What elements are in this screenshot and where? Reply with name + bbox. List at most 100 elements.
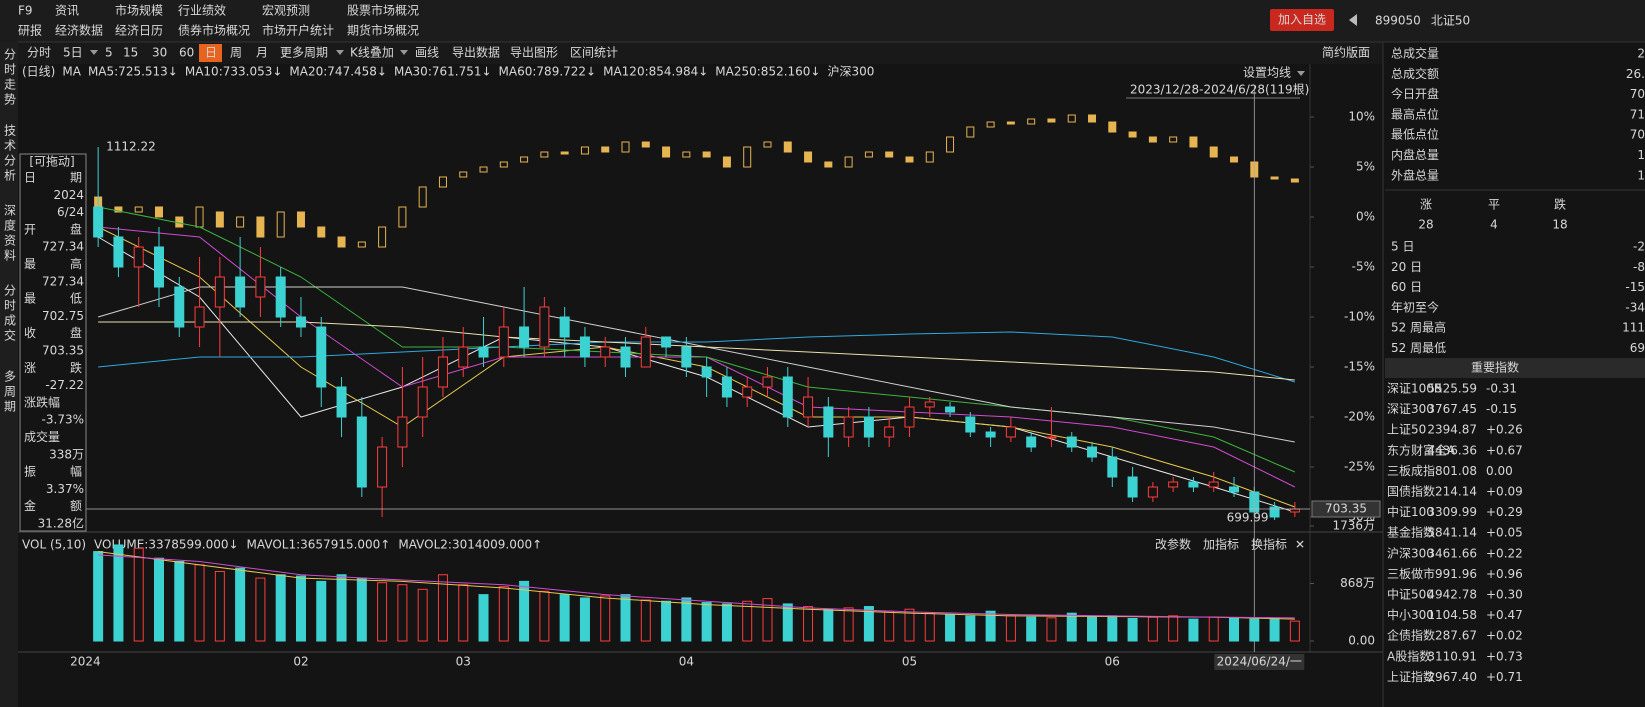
toolbar-item[interactable]: 日 (205, 46, 217, 60)
index-name[interactable]: 国债指数 (1387, 484, 1435, 499)
toolbar-item[interactable]: 5 (105, 46, 113, 60)
index-name[interactable]: 三板做市 (1387, 566, 1435, 581)
candle-body (661, 336, 672, 348)
dropdown-icon[interactable] (1297, 71, 1305, 76)
index-change: +0.71 (1486, 670, 1523, 684)
menu-item[interactable]: 资讯 (55, 4, 79, 18)
menu-item[interactable]: 债券市场概况 (178, 23, 250, 38)
toolbar-item[interactable]: 导出数据 (452, 45, 500, 60)
volume-bar (153, 557, 164, 642)
stat-label: 总成交额 (1391, 66, 1439, 81)
candle-body (1208, 481, 1219, 488)
toolbar-item[interactable]: 5日 (63, 46, 83, 60)
toolbar-item[interactable]: 15 (123, 46, 138, 60)
menu-item[interactable]: 研报 (18, 23, 42, 38)
index-name[interactable]: 东方财富全A (1387, 442, 1456, 457)
menu-item[interactable]: 经济日历 (115, 23, 163, 38)
index-name[interactable]: 三板成指 (1387, 463, 1435, 478)
overlay-candle (357, 241, 366, 248)
volume-bar (721, 603, 732, 642)
side-nav-item[interactable]: 分时成交 (3, 284, 17, 344)
menu-item[interactable]: 行业绩效 (178, 3, 226, 18)
menu-item[interactable]: 期货市场概况 (347, 23, 419, 38)
index-name[interactable]: 沪深300 (1387, 546, 1434, 560)
candle-body (681, 346, 692, 368)
stat-value: 1 (1637, 148, 1645, 162)
index-name[interactable]: 基金指数 (1387, 525, 1435, 540)
volume-legend: VOLUME:3378599.000↓ (94, 538, 239, 552)
side-nav-item[interactable]: 深度资料 (3, 204, 17, 264)
candle-body (762, 376, 773, 388)
overlay-candle (1108, 121, 1117, 133)
overlay-candle (702, 151, 711, 158)
dropdown-icon[interactable] (336, 50, 344, 55)
volume-legend: VOL (5,10) (22, 538, 86, 552)
x-tick-label: 03 (456, 655, 471, 669)
stat-label: 最低点位 (1391, 127, 1439, 142)
layout-button[interactable]: 简约版面 (1322, 45, 1370, 60)
range-label: 20 日 (1391, 260, 1422, 274)
toolbar-item[interactable]: 月 (256, 46, 268, 60)
index-name[interactable]: 深证100R (1387, 382, 1442, 396)
volume-tool[interactable]: 改参数 (1155, 537, 1191, 552)
volume-tool[interactable]: ✕ (1295, 538, 1305, 552)
toolbar-item[interactable]: 周 (230, 46, 242, 60)
menu-item[interactable]: 股票市场概况 (347, 3, 419, 18)
add-watchlist-button[interactable] (1270, 9, 1334, 31)
toolbar-item[interactable]: 画线 (415, 46, 439, 60)
menu-item[interactable]: F9 (18, 4, 33, 18)
legend-item: MA20:747.458↓ (289, 65, 387, 79)
low-label: 699.99 (1227, 511, 1269, 525)
volume-tool[interactable]: 加指标 (1203, 537, 1239, 552)
toolbar-item[interactable]: 更多周期 (280, 46, 328, 60)
toolbar-item[interactable]: K线叠加 (350, 46, 394, 60)
candle-body (600, 346, 611, 358)
volume-bar (559, 594, 570, 642)
index-value: 4942.78 (1427, 588, 1477, 602)
add-watchlist-label[interactable]: 加入自选 (1278, 13, 1326, 27)
volume-bar (133, 547, 144, 642)
index-name[interactable]: 中证100 (1387, 504, 1434, 519)
volume-bar (235, 567, 246, 642)
volume-bar (640, 599, 651, 642)
volume-tool[interactable]: 换指标 (1251, 537, 1287, 552)
side-nav-item[interactable]: 技术分析 (3, 124, 17, 184)
menu-item[interactable]: 宏观预测 (262, 3, 310, 18)
index-name[interactable]: 深证300 (1387, 402, 1434, 416)
index-name[interactable]: A股指数 (1387, 648, 1431, 663)
overlay-candle (520, 156, 529, 163)
dropdown-icon[interactable] (400, 50, 408, 55)
side-nav-item[interactable]: 多周期 (3, 370, 17, 415)
toolbar-item[interactable]: 区间统计 (570, 46, 618, 60)
toolbar-item[interactable]: 60 (179, 46, 194, 60)
toolbar-item[interactable]: 导出图形 (510, 46, 558, 60)
back-icon[interactable] (1349, 14, 1357, 26)
candle-body (539, 306, 550, 348)
toolbar-item[interactable]: 分时 (27, 46, 51, 60)
volume-bar (174, 561, 185, 642)
overlay-candle (925, 151, 934, 163)
candle-body (275, 276, 286, 318)
overlay-candle (864, 151, 873, 158)
index-name[interactable]: 上证指数 (1387, 669, 1435, 684)
settings-button[interactable]: 设置均线 (1243, 66, 1291, 80)
overlay-candle (479, 166, 488, 173)
index-name[interactable]: 企债指数 (1387, 628, 1435, 643)
volume-bar (1229, 617, 1240, 642)
breadth-label: 涨 (1420, 197, 1432, 212)
dropdown-icon[interactable] (90, 50, 98, 55)
index-header: 重要指数 (1471, 360, 1519, 375)
index-name[interactable]: 上证50 (1387, 423, 1426, 437)
index-name[interactable]: 中证500 (1387, 587, 1434, 602)
index-name[interactable]: 中小300 (1387, 607, 1434, 622)
menu-item[interactable]: 经济数据 (55, 23, 103, 38)
breadth-label: 平 (1488, 198, 1500, 212)
menu-item[interactable]: 市场规模 (115, 3, 163, 18)
toolbar-item[interactable]: 30 (152, 46, 167, 60)
menu-item[interactable]: 市场开户统计 (262, 23, 334, 38)
index-value: 5841.14 (1427, 526, 1477, 540)
overlay-candle (621, 141, 630, 153)
side-nav-item[interactable]: 分时走势 (3, 48, 17, 108)
overlay-candle (499, 161, 508, 168)
stat-value: 26. (1626, 67, 1645, 81)
